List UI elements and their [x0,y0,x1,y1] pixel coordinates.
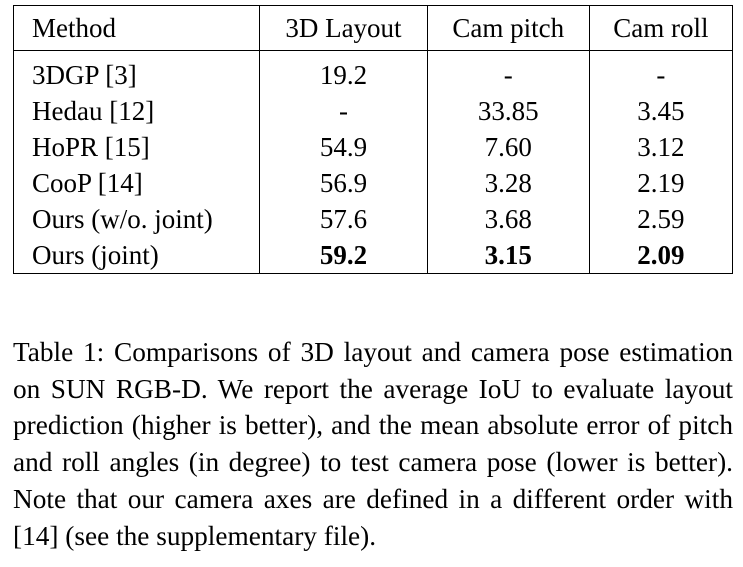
cell-cam-roll: 2.09 [588,237,734,274]
cell-cam-pitch: 33.85 [426,93,590,129]
cell-method: Ours (joint) [12,237,261,274]
cell-cam-roll: 3.45 [588,93,734,129]
table-body: 3DGP [3] 19.2- - Hedau [12] -33.85 3.45 HoPR [… [12,50,734,274]
cell-3d-layout: 57.6 [259,201,428,237]
cell-cam-roll: 2.19 [588,165,734,201]
cell-cam-roll: 3.12 [588,129,734,165]
results-table: Method 3D Layout Cam pitch Cam roll 3DGP… [12,5,734,274]
cell-cam-roll: 2.59 [588,201,734,237]
cell-method: HoPR [15] [12,129,261,165]
header-row: Method 3D Layout Cam pitch Cam roll [12,5,734,51]
cell-3d-layout: 59.2 [259,237,428,274]
cell-3d-layout: - [259,93,428,129]
cell-cam-roll: - [588,50,734,93]
header-cam-roll: Cam roll [588,5,734,51]
table-row: HoPR [15] 54.9 7.60 3.12 [12,129,734,165]
cell-3d-layout: 56.9 [259,165,428,201]
header-method: Method [12,5,261,51]
table-row: 3DGP [3] 19.2- - [12,50,734,93]
cell-3d-layout: 54.9 [259,129,428,165]
cell-method: Ours (w/o. joint) [12,201,261,237]
table-row: CooP [14] 56.9 3.28 2.19 [12,165,734,201]
table-row: Ours (joint) 59.2 3.15 2.09 [12,237,734,274]
header-cam-pitch: Cam pitch [426,5,590,51]
table-row: Ours (w/o. joint) 57.6 3.68 2.59 [12,201,734,237]
header-3d-layout: 3D Layout [259,5,428,51]
cell-method: 3DGP [3] [12,50,261,93]
cell-3d-layout: 19.2 [259,50,428,93]
cell-method: CooP [14] [12,165,261,201]
cell-cam-pitch: 3.68 [426,201,590,237]
table-caption: Table 1: Comparisons of 3D layout and ca… [13,337,733,551]
cell-cam-pitch: 7.60 [426,129,590,165]
cell-cam-pitch: 3.28 [426,165,590,201]
cell-cam-pitch: - [426,50,590,93]
table-row: Hedau [12] -33.85 3.45 [12,93,734,129]
cell-method: Hedau [12] [12,93,261,129]
cell-cam-pitch: 3.15 [426,237,590,274]
